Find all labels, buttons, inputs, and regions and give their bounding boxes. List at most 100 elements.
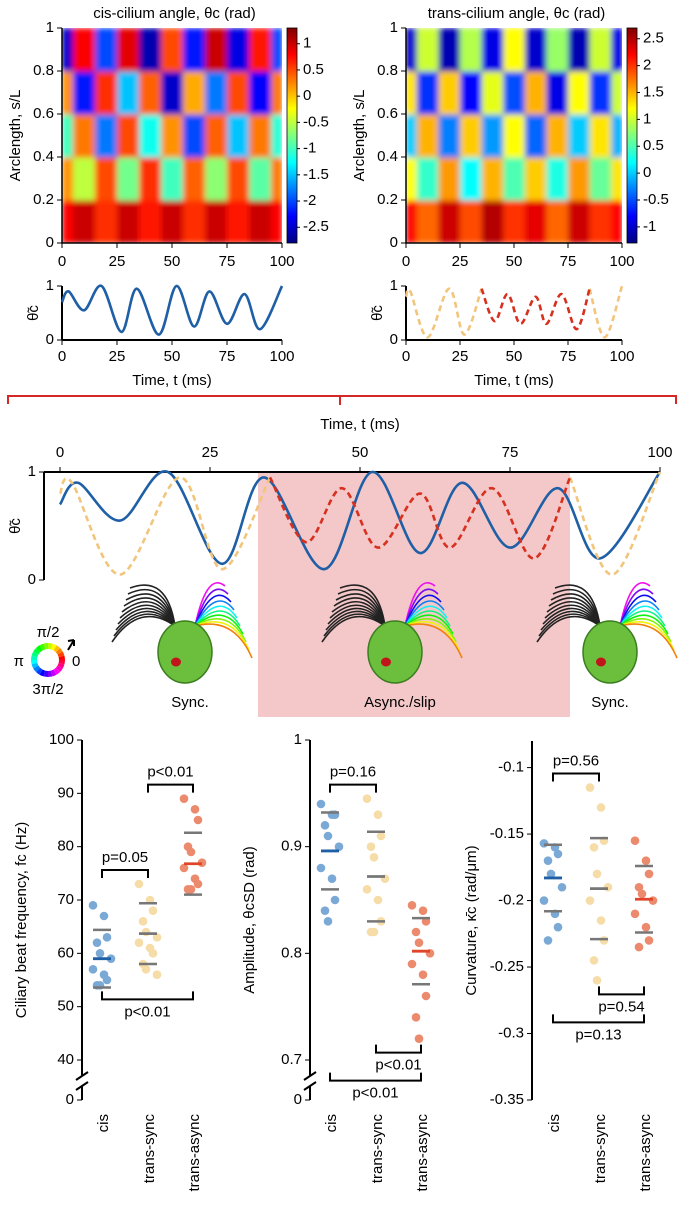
heatmap	[406, 28, 622, 243]
heatmap-cell	[62, 157, 74, 201]
colorbar-tick-label: 0	[303, 87, 311, 104]
x-tick-label: 50	[506, 253, 523, 270]
significance-bracket	[552, 1014, 645, 1024]
colorbar-tick-label: -2	[303, 192, 316, 209]
p-value-label: p<0.01	[124, 1003, 170, 1020]
data-point	[316, 863, 326, 873]
color-wheel-label: 3π/2	[32, 681, 63, 698]
heatmap-cell	[73, 28, 96, 72]
significance-bracket	[329, 1072, 422, 1082]
data-point	[141, 927, 151, 937]
x-axis-label: Time, t (ms)	[320, 416, 399, 433]
heatmap-cell	[271, 71, 282, 115]
y-axis-label: Arclength, s/L	[351, 90, 368, 182]
cilium	[194, 621, 250, 651]
color-wheel-segment	[55, 665, 63, 673]
data-point	[411, 927, 421, 937]
cilium	[404, 594, 442, 627]
y-tick-label: 1	[390, 277, 398, 294]
data-point	[539, 896, 549, 905]
x-tick-label: 100	[269, 348, 294, 365]
data-point	[557, 882, 567, 892]
x-tick-label: trans-sync	[141, 1114, 158, 1184]
x-tick-label: 100	[269, 253, 294, 270]
data-point	[546, 869, 556, 879]
heatmap-cell	[481, 28, 504, 72]
heatmap-cell	[568, 200, 591, 243]
data-point	[179, 794, 189, 803]
data-point	[88, 965, 98, 974]
x-tick-label: 50	[164, 253, 181, 270]
cilium	[111, 615, 176, 643]
heatmap-cell	[460, 114, 483, 158]
heatmap-cell	[62, 71, 74, 115]
heatmap-cell	[117, 114, 140, 158]
heatmap-cell	[611, 71, 622, 115]
y-tick-label: 80	[57, 838, 74, 855]
y-tick-label: 100	[49, 731, 74, 748]
heatmap-cell	[524, 200, 547, 243]
cilium	[404, 623, 463, 659]
colorbar-tick-label: 2	[643, 57, 651, 74]
color-wheel-segment	[57, 662, 65, 669]
data-point	[585, 896, 595, 905]
p-value-label: p=0.16	[330, 764, 376, 781]
data-point	[553, 849, 563, 859]
heatmap-cell	[524, 28, 547, 72]
colorbar-tick-label: 1.5	[643, 83, 664, 100]
x-tick-label: 100	[647, 444, 672, 461]
colorbar-tick-label: -1.5	[303, 166, 329, 183]
color-wheel-segment	[35, 667, 43, 675]
heatmap-cell	[589, 157, 612, 201]
data-point	[99, 911, 109, 921]
p-value-label: p=0.13	[575, 1026, 621, 1043]
p-value-label: p=0.05	[102, 849, 148, 866]
eyespot	[596, 657, 606, 667]
y-tick-label: 0.2	[377, 191, 398, 208]
data-point	[539, 839, 549, 848]
heatmap-cell	[227, 157, 250, 201]
color-wheel-segment	[39, 669, 46, 677]
cilium	[619, 623, 678, 659]
x-tick-label: 0	[58, 253, 66, 270]
heatmap-cell	[481, 200, 504, 243]
colorbar	[286, 27, 298, 244]
color-wheel-label: π	[14, 653, 24, 670]
heatmap-cell	[438, 114, 461, 158]
y-tick-label: 0.9	[281, 838, 302, 855]
y-tick-label: 50	[57, 998, 74, 1015]
x-tick-label: 50	[506, 348, 523, 365]
heatmap-cell	[139, 157, 162, 201]
data-point	[330, 895, 340, 905]
cilium	[536, 615, 601, 643]
data-point	[641, 922, 651, 932]
y-tick-label: 0.2	[33, 191, 54, 208]
x-tick-label: trans-async	[414, 1114, 431, 1192]
region-label: Async./slip	[364, 694, 436, 711]
data-point	[327, 874, 337, 883]
data-point	[148, 906, 158, 915]
data-point	[138, 917, 148, 926]
heatmap-cell	[249, 157, 272, 201]
heatmap-cell	[416, 114, 439, 158]
heatmap-cell	[95, 114, 118, 158]
x-tick-label: 75	[560, 348, 577, 365]
x-tick-label: cis	[323, 1114, 340, 1132]
heatmap-cell	[205, 71, 228, 115]
data-point	[407, 959, 417, 969]
data-point	[644, 936, 654, 945]
region-label: Sync.	[171, 694, 209, 711]
cilium	[619, 605, 663, 627]
heatmap-cell	[416, 200, 439, 243]
heatmap-cell	[227, 71, 250, 115]
y-tick-label: 0	[66, 1091, 74, 1108]
heatmap-cell	[524, 114, 547, 158]
data-point	[644, 869, 654, 879]
cilium	[619, 600, 660, 627]
x-tick-label: 100	[609, 348, 634, 365]
heatmap-cell	[481, 71, 504, 115]
y-tick-label: 60	[57, 944, 74, 961]
x-tick-label: cis	[546, 1114, 563, 1132]
data-point	[418, 906, 428, 915]
colorbar-tick-label: 0	[643, 164, 651, 181]
